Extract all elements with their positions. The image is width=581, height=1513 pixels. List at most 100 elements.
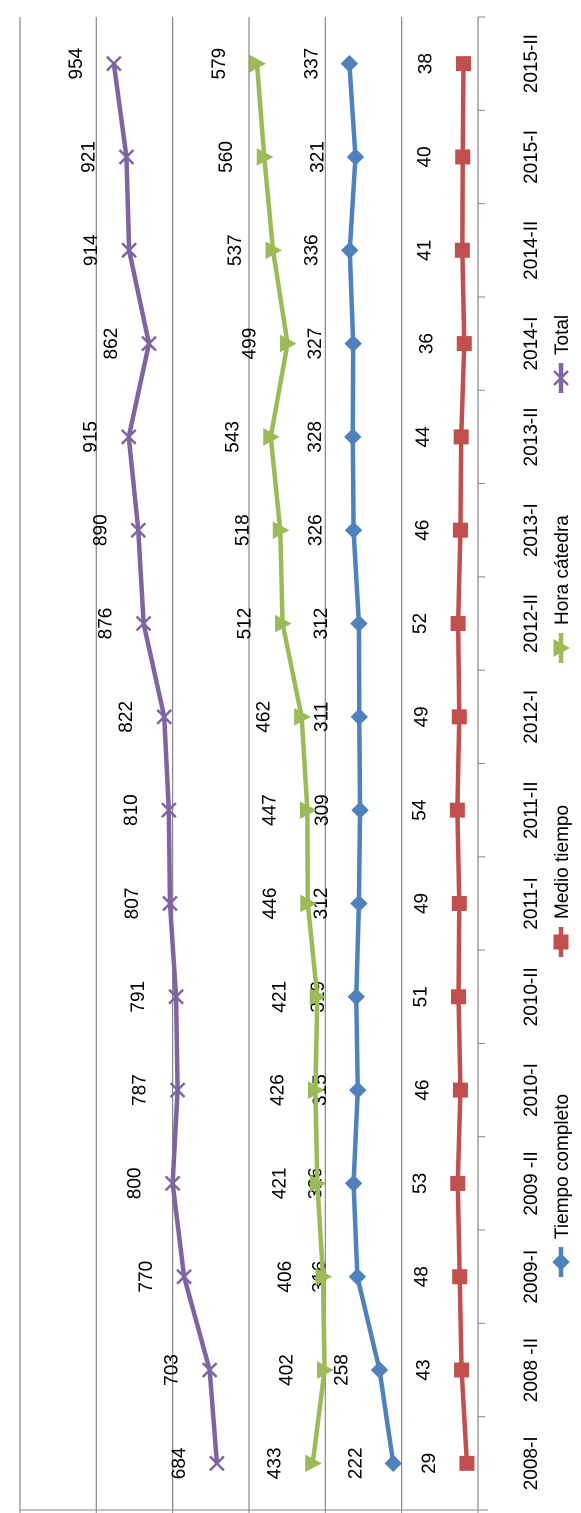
data-label: 48 bbox=[412, 1266, 433, 1287]
square-marker bbox=[450, 1175, 466, 1191]
x-marker bbox=[121, 242, 138, 259]
data-label: 512 bbox=[235, 608, 256, 640]
x-marker bbox=[209, 1455, 225, 1472]
data-label: 406 bbox=[275, 1261, 296, 1293]
data-label: 915 bbox=[81, 421, 102, 453]
category-label: 2010-II bbox=[521, 967, 542, 1026]
category-label: 2014-II bbox=[521, 221, 542, 280]
diamond-marker bbox=[344, 521, 363, 539]
diamond-marker bbox=[344, 334, 362, 353]
square-marker bbox=[455, 56, 471, 72]
category-label: 2015-I bbox=[521, 130, 542, 184]
gridlines bbox=[19, 16, 488, 1513]
diamond-marker bbox=[344, 428, 362, 446]
triangle-marker bbox=[305, 1454, 322, 1473]
square-marker bbox=[553, 934, 569, 950]
series-hora-c-tedra: 433 402 406 421 426 421 446 447 462 512 518 543 499 5… bbox=[209, 48, 334, 1479]
data-label: 52 bbox=[410, 613, 431, 634]
square-marker bbox=[454, 1362, 470, 1378]
data-label: 312 bbox=[311, 888, 332, 920]
data-label: 49 bbox=[411, 893, 432, 914]
data-label: 876 bbox=[96, 608, 117, 640]
triangle-marker bbox=[317, 1361, 334, 1379]
x-marker bbox=[135, 615, 152, 632]
square-marker bbox=[452, 1269, 468, 1285]
data-label: 336 bbox=[302, 234, 323, 266]
data-label: 822 bbox=[116, 701, 137, 733]
x-marker bbox=[164, 1175, 181, 1192]
data-label: 402 bbox=[277, 1354, 298, 1386]
data-label: 51 bbox=[411, 986, 432, 1007]
square-marker bbox=[451, 989, 467, 1005]
triangle-marker bbox=[307, 1081, 325, 1099]
diamond-marker bbox=[347, 988, 365, 1006]
diamond-marker bbox=[344, 1174, 363, 1193]
data-label: 46 bbox=[412, 1080, 433, 1101]
data-label: 49 bbox=[411, 706, 432, 727]
data-label: 447 bbox=[259, 794, 280, 826]
data-label: 222 bbox=[345, 1447, 366, 1479]
data-label: 258 bbox=[332, 1354, 353, 1386]
triangle-marker bbox=[299, 801, 317, 819]
category-label: 2009-I bbox=[521, 1250, 542, 1304]
legend-item-medio-tiempo: Medio tiempo bbox=[552, 805, 573, 957]
x-marker bbox=[118, 149, 135, 165]
category-label: 2011-II bbox=[521, 781, 542, 839]
data-label: 309 bbox=[312, 794, 333, 826]
triangle-marker bbox=[272, 521, 290, 540]
data-label: 462 bbox=[254, 701, 275, 733]
category-label: 2012-I bbox=[521, 690, 542, 744]
data-label: 862 bbox=[101, 328, 122, 360]
triangle-marker bbox=[280, 334, 297, 353]
square-marker bbox=[455, 149, 471, 165]
x-marker bbox=[168, 988, 184, 1005]
data-label: 426 bbox=[267, 1074, 288, 1106]
category-label: 2011-I bbox=[521, 877, 542, 929]
data-label: 921 bbox=[78, 141, 99, 173]
diamond-marker bbox=[350, 894, 368, 913]
square-marker bbox=[456, 336, 472, 352]
diamond-marker bbox=[349, 1081, 367, 1099]
x-marker bbox=[120, 429, 137, 445]
category-label: 2015-II bbox=[521, 34, 542, 93]
square-marker bbox=[450, 616, 466, 632]
data-label: 684 bbox=[169, 1447, 190, 1479]
legend-item-hora-c-tedra: Hora cátedra bbox=[552, 515, 573, 663]
square-marker bbox=[449, 802, 465, 818]
diamond-marker bbox=[341, 241, 359, 259]
data-label: 770 bbox=[136, 1261, 157, 1293]
data-label: 54 bbox=[409, 799, 430, 821]
series-lines: 2222583163263153193123093113123263283273… bbox=[66, 47, 475, 1479]
data-label: 787 bbox=[130, 1074, 151, 1106]
data-label: 810 bbox=[121, 794, 142, 826]
x-marker bbox=[160, 802, 177, 819]
data-label: 44 bbox=[413, 426, 434, 448]
category-axis-ticks: 2008-I 2008 -II 2009-I 2009 -II 2010-I 2010-I… bbox=[521, 34, 542, 1490]
series-total: 684 703 770 800 787 791 807 810 822 876 890 915 862 9… bbox=[66, 47, 225, 1479]
legend-item-total: Total bbox=[552, 315, 573, 393]
data-label: 537 bbox=[225, 234, 246, 266]
diamond-marker bbox=[348, 1268, 367, 1286]
data-label: 326 bbox=[306, 514, 327, 546]
category-label: 2009 -II bbox=[521, 1151, 542, 1215]
data-label: 311 bbox=[311, 702, 332, 732]
data-label: 807 bbox=[122, 888, 143, 920]
triangle-marker bbox=[263, 428, 280, 446]
data-label: 421 bbox=[269, 981, 290, 1013]
diamond-marker bbox=[340, 54, 359, 73]
data-label: 800 bbox=[125, 1168, 146, 1200]
diamond-marker bbox=[552, 1253, 570, 1271]
data-label: 914 bbox=[81, 234, 102, 266]
data-label: 40 bbox=[415, 146, 436, 167]
data-label: 499 bbox=[240, 328, 261, 360]
legend-label: Hora cátedra bbox=[552, 515, 573, 625]
square-marker bbox=[452, 522, 468, 538]
x-marker bbox=[201, 1362, 218, 1378]
square-marker bbox=[451, 709, 467, 725]
data-label: 327 bbox=[305, 328, 326, 360]
category-label: 2013-II bbox=[521, 407, 542, 466]
triangle-marker bbox=[309, 1174, 327, 1193]
category-label: 2013-I bbox=[521, 503, 542, 557]
data-label: 791 bbox=[128, 981, 149, 1013]
